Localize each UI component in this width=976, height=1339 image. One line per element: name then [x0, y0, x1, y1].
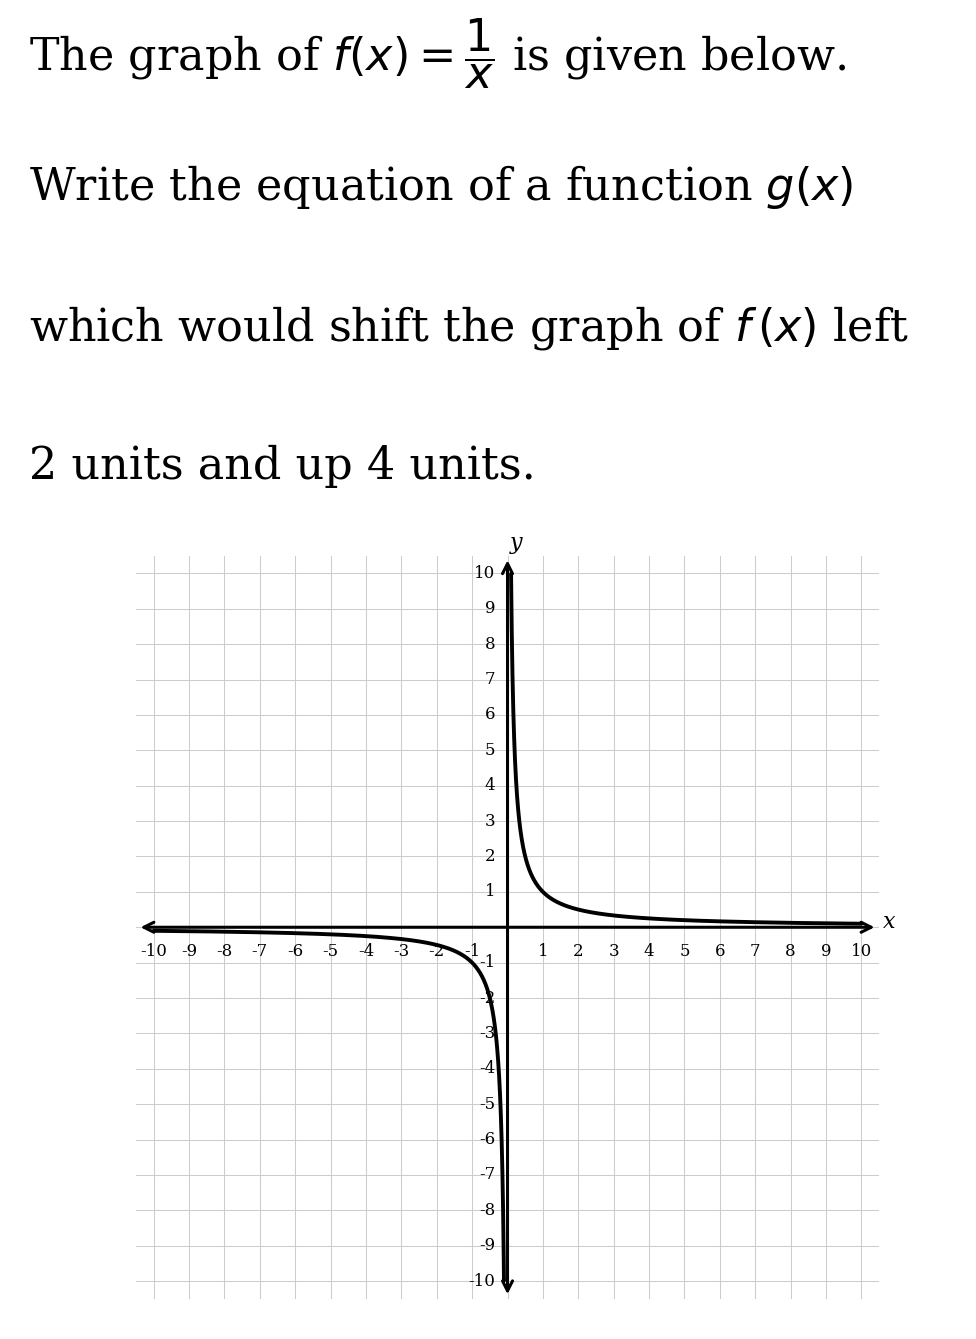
- Text: -7: -7: [252, 943, 268, 960]
- Text: -7: -7: [479, 1166, 495, 1184]
- Text: 9: 9: [821, 943, 832, 960]
- Text: 7: 7: [750, 943, 760, 960]
- Text: -10: -10: [468, 1272, 495, 1289]
- Text: -1: -1: [479, 955, 495, 971]
- Text: 1: 1: [538, 943, 549, 960]
- Text: -4: -4: [479, 1060, 495, 1078]
- Text: -3: -3: [479, 1024, 495, 1042]
- Text: 2: 2: [484, 848, 495, 865]
- Text: 1: 1: [484, 884, 495, 900]
- Text: x: x: [882, 911, 895, 933]
- Text: 9: 9: [485, 600, 495, 617]
- Text: 8: 8: [484, 636, 495, 652]
- Text: 6: 6: [714, 943, 725, 960]
- Text: 5: 5: [679, 943, 690, 960]
- Text: 4: 4: [484, 777, 495, 794]
- Text: 5: 5: [485, 742, 495, 759]
- Text: -9: -9: [479, 1237, 495, 1255]
- Text: 3: 3: [484, 813, 495, 830]
- Text: -6: -6: [479, 1131, 495, 1148]
- Text: 10: 10: [474, 565, 495, 582]
- Text: -3: -3: [393, 943, 410, 960]
- Text: 10: 10: [851, 943, 872, 960]
- Text: -5: -5: [322, 943, 339, 960]
- Text: 6: 6: [485, 707, 495, 723]
- Text: -6: -6: [287, 943, 304, 960]
- Text: 8: 8: [786, 943, 796, 960]
- Text: The graph of $f(x) = \dfrac{1}{x}$ is given below.: The graph of $f(x) = \dfrac{1}{x}$ is gi…: [29, 16, 846, 91]
- Text: which would shift the graph of $f\,(x)$ left: which would shift the graph of $f\,(x)$ …: [29, 304, 909, 352]
- Text: -8: -8: [479, 1202, 495, 1218]
- Text: -2: -2: [479, 990, 495, 1007]
- Text: 2 units and up 4 units.: 2 units and up 4 units.: [29, 445, 536, 487]
- Text: -9: -9: [181, 943, 197, 960]
- Text: -5: -5: [479, 1095, 495, 1113]
- Text: y: y: [510, 532, 523, 554]
- Text: -4: -4: [358, 943, 374, 960]
- Text: 4: 4: [644, 943, 654, 960]
- Text: -10: -10: [141, 943, 167, 960]
- Text: -8: -8: [217, 943, 232, 960]
- Text: 2: 2: [573, 943, 584, 960]
- Text: Write the equation of a function $g(x)$: Write the equation of a function $g(x)$: [29, 162, 854, 210]
- Text: 7: 7: [484, 671, 495, 688]
- Text: -2: -2: [428, 943, 445, 960]
- Text: -1: -1: [464, 943, 480, 960]
- Text: 3: 3: [608, 943, 619, 960]
